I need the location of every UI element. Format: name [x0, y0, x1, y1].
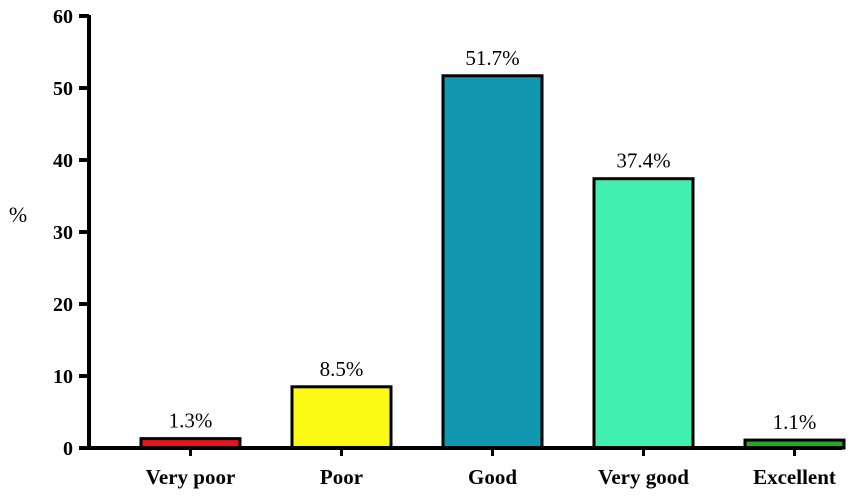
category-labels: Very poor Poor Good Very good Excellent: [146, 448, 836, 489]
bar: [290, 385, 393, 450]
bar-value-label: 1.3%: [169, 409, 213, 433]
y-tick-label: 40: [53, 150, 73, 172]
data-labels: 1.3% 8.5% 51.7% 37.4% 1.1%: [169, 46, 817, 434]
bar-value-label: 51.7%: [465, 46, 519, 70]
y-tick-label: 50: [53, 78, 73, 100]
bar-value-label: 37.4%: [616, 149, 670, 173]
y-tick-label: 0: [63, 438, 73, 460]
bar-value-label: 8.5%: [320, 357, 364, 381]
y-tick-label: 30: [53, 222, 73, 244]
x-category-label: Poor: [320, 465, 363, 489]
bar: [592, 177, 695, 450]
x-category-label: Excellent: [753, 465, 836, 489]
bar: [441, 74, 544, 450]
y-tick-label: 60: [53, 6, 73, 28]
bars: [139, 74, 846, 450]
y-tick-label: 10: [53, 366, 73, 388]
x-category-label: Good: [468, 465, 517, 489]
y-axis-label: %: [9, 202, 27, 227]
x-category-label: Very poor: [146, 465, 236, 489]
x-category-label: Very good: [598, 465, 689, 489]
y-axis-ticks: 0 10 20 30 40 50 60: [53, 6, 89, 460]
bar-value-label: 1.1%: [773, 410, 817, 434]
y-tick-label: 20: [53, 294, 73, 316]
